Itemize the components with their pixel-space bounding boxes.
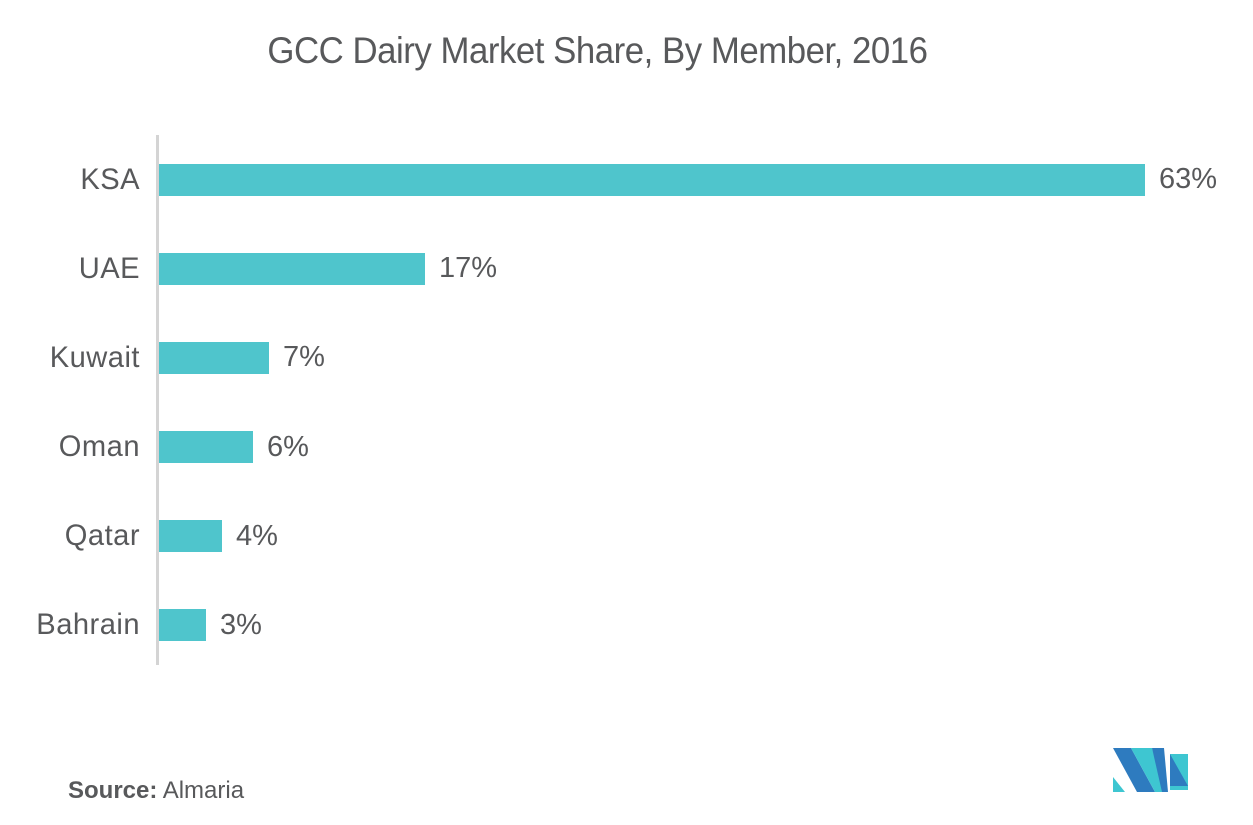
bar-chart: KSA 63% UAE 17% Kuwait 7% Oman 6% Qatar bbox=[0, 135, 1253, 670]
chart-title: GCC Dairy Market Share, By Member, 2016 bbox=[267, 30, 928, 71]
category-label: Oman bbox=[58, 430, 140, 464]
value-label: 4% bbox=[236, 519, 278, 552]
category-label: Qatar bbox=[64, 519, 140, 553]
bar-row-bahrain: Bahrain 3% bbox=[0, 581, 1253, 670]
bar-row-ksa: KSA 63% bbox=[0, 135, 1253, 224]
bar-qatar bbox=[159, 520, 222, 553]
bar-row-qatar: Qatar 4% bbox=[0, 492, 1253, 581]
logo-teal-corner bbox=[1113, 777, 1125, 792]
category-label: UAE bbox=[78, 251, 140, 285]
logo-blue-stripe bbox=[1113, 748, 1155, 792]
bar-row-uae: UAE 17% bbox=[0, 224, 1253, 313]
value-label: 6% bbox=[267, 430, 309, 463]
bar-kuwait bbox=[159, 341, 269, 374]
category-label: Kuwait bbox=[49, 340, 140, 374]
bar-ksa bbox=[159, 163, 1145, 196]
logo-teal-stripe bbox=[1131, 748, 1164, 792]
logo-blue-stripe-2 bbox=[1152, 748, 1168, 792]
category-label: Bahrain bbox=[36, 608, 140, 642]
bar-row-kuwait: Kuwait 7% bbox=[0, 313, 1253, 402]
value-label: 3% bbox=[220, 608, 262, 641]
source-note: Source: Almaria bbox=[68, 777, 244, 805]
bar-bahrain bbox=[159, 609, 206, 642]
bar-row-oman: Oman 6% bbox=[0, 403, 1253, 492]
y-axis-line bbox=[156, 135, 159, 665]
value-label: 7% bbox=[283, 341, 325, 374]
source-label: Source: bbox=[68, 777, 158, 804]
bar-oman bbox=[159, 431, 253, 464]
bar-rows: KSA 63% UAE 17% Kuwait 7% Oman 6% Qatar bbox=[0, 135, 1253, 670]
logo-blue-triangle bbox=[1170, 754, 1188, 786]
value-label: 63% bbox=[1159, 163, 1218, 196]
category-label: KSA bbox=[80, 162, 140, 196]
value-label: 17% bbox=[439, 252, 498, 285]
source-value: Almaria bbox=[162, 777, 245, 804]
bar-uae bbox=[159, 252, 425, 285]
brand-logo bbox=[1113, 748, 1188, 792]
